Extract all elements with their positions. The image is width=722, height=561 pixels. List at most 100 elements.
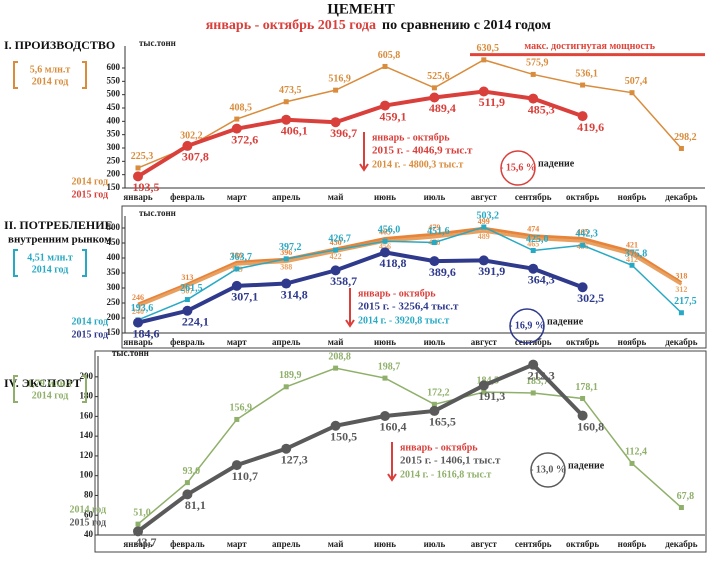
data-label: 485,3 bbox=[528, 102, 555, 116]
y-tick-label: 400 bbox=[107, 115, 121, 125]
data-label: 307,8 bbox=[182, 150, 209, 164]
band-label: 474 bbox=[527, 225, 539, 234]
y-tick-label: 140 bbox=[80, 430, 94, 440]
annotation: 2015 г. - 1406,1 тыс.т bbox=[400, 455, 501, 467]
data-point bbox=[528, 93, 539, 104]
data-point bbox=[577, 410, 588, 421]
data-label: 172,2 bbox=[427, 388, 450, 399]
panel-note: 4,51 млн.т bbox=[27, 252, 73, 263]
panel-title: II. ПОТРЕБЛЕНИЕ bbox=[4, 218, 113, 232]
change-label: падение bbox=[547, 316, 584, 327]
y-tick-label: 250 bbox=[107, 155, 121, 165]
y-tick-label: 500 bbox=[107, 89, 121, 99]
band-label: 465 bbox=[379, 227, 391, 236]
data-point bbox=[380, 247, 390, 258]
data-label: 419,6 bbox=[577, 120, 604, 134]
series-line bbox=[137, 367, 682, 525]
data-label: 575,9 bbox=[526, 58, 549, 69]
x-tick-label: август bbox=[471, 192, 498, 202]
annotation: 2015 г. - 3256,4 тыс.т bbox=[358, 301, 459, 313]
change-value: - 13,0 % bbox=[530, 464, 566, 475]
panel-note: 2014 год bbox=[32, 264, 69, 275]
x-tick-label: апрель bbox=[272, 192, 301, 202]
data-point bbox=[333, 365, 339, 371]
data-point bbox=[283, 99, 289, 105]
y-tick-label: 450 bbox=[107, 102, 121, 112]
x-tick-label: октябрь bbox=[566, 337, 599, 347]
data-point bbox=[580, 395, 586, 401]
y-tick-label: 200 bbox=[107, 169, 121, 179]
data-point bbox=[330, 265, 341, 276]
x-tick-label: декабрь bbox=[665, 337, 698, 347]
data-point bbox=[380, 410, 390, 421]
band-label: 421 bbox=[626, 241, 638, 250]
y-tick-label: 60 bbox=[84, 509, 94, 519]
data-point bbox=[281, 278, 292, 289]
data-point bbox=[135, 521, 141, 527]
data-point bbox=[184, 297, 190, 303]
data-label: 605,8 bbox=[378, 50, 401, 61]
y-tick-label: 100 bbox=[80, 470, 94, 480]
y-tick-label: 350 bbox=[107, 129, 121, 139]
data-point bbox=[580, 242, 586, 248]
x-tick-label: апрель bbox=[272, 539, 301, 549]
x-tick-label: сентябрь bbox=[515, 192, 552, 202]
data-label: 193,5 bbox=[133, 180, 160, 194]
data-label: 426,7 bbox=[328, 233, 351, 244]
data-label: 156,9 bbox=[230, 403, 253, 414]
data-label: 425,0 bbox=[526, 234, 549, 245]
bracket bbox=[13, 249, 87, 277]
data-label: 225,3 bbox=[131, 151, 154, 162]
data-label: 198,7 bbox=[378, 361, 401, 372]
y-tick-label: 500 bbox=[107, 222, 121, 232]
data-point bbox=[133, 526, 143, 537]
data-label: 193,6 bbox=[131, 303, 154, 314]
x-tick-label: август bbox=[471, 337, 498, 347]
change-value: - 15,6 % bbox=[500, 162, 536, 173]
data-point bbox=[182, 305, 193, 316]
arrow bbox=[387, 442, 397, 482]
data-label: 358,7 bbox=[330, 274, 357, 288]
x-tick-label: ноябрь bbox=[618, 192, 647, 202]
data-label: 212,3 bbox=[528, 368, 555, 382]
annotation: январь - октябрь bbox=[358, 288, 436, 299]
data-label: 503,2 bbox=[477, 210, 500, 221]
page-subtitle: по сравнению с 2014 годом bbox=[382, 18, 551, 33]
data-point bbox=[234, 416, 240, 422]
data-point bbox=[678, 145, 684, 151]
change-circle bbox=[530, 452, 566, 488]
data-point bbox=[234, 116, 240, 122]
x-tick-label: май bbox=[328, 192, 344, 202]
y-tick-label: 160 bbox=[80, 410, 94, 420]
band-label: 313 bbox=[181, 273, 193, 282]
data-point bbox=[231, 460, 242, 471]
band-label: 430 bbox=[330, 238, 342, 247]
annotation: январь - октябрь bbox=[372, 132, 450, 143]
data-point bbox=[678, 310, 684, 316]
data-label: 183,7 bbox=[526, 376, 549, 387]
data-label: 442,3 bbox=[575, 229, 598, 240]
band-label: 499 bbox=[478, 217, 490, 226]
data-label: 396,7 bbox=[330, 126, 357, 140]
change-circle bbox=[509, 308, 545, 344]
data-point bbox=[330, 117, 341, 128]
x-tick-label: июнь bbox=[374, 539, 396, 549]
data-label: 224,1 bbox=[182, 315, 209, 329]
x-tick-label: февраль bbox=[170, 337, 205, 347]
data-point bbox=[382, 375, 388, 381]
x-tick-label: март bbox=[227, 539, 247, 549]
data-point bbox=[429, 92, 440, 103]
data-point bbox=[333, 87, 339, 93]
x-tick-label: январь bbox=[123, 539, 152, 549]
data-label: 184,5 bbox=[477, 375, 500, 386]
x-tick-label: март bbox=[227, 337, 247, 347]
series-line bbox=[137, 59, 682, 169]
band-label: 422 bbox=[330, 252, 342, 261]
data-point bbox=[629, 460, 635, 466]
band-line bbox=[137, 226, 683, 306]
data-label: 302,2 bbox=[180, 131, 203, 142]
data-label: 473,5 bbox=[279, 85, 302, 96]
x-tick-label: декабрь bbox=[665, 539, 698, 549]
